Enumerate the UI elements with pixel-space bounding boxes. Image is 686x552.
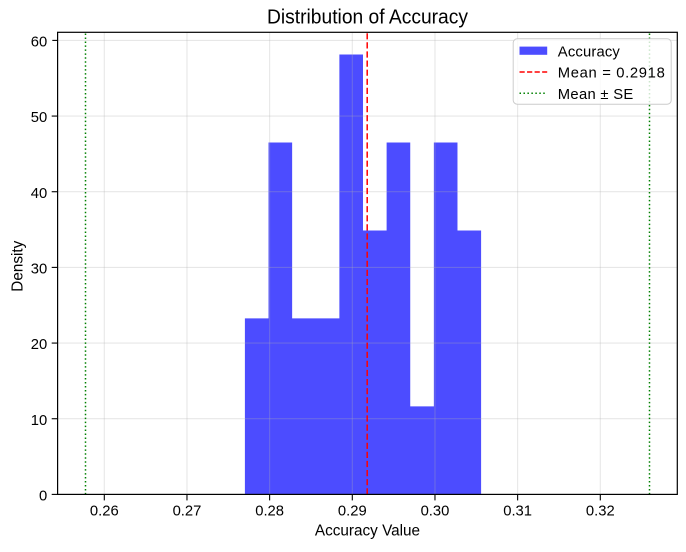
svg-text:0.30: 0.30 [421,503,450,519]
svg-text:0.26: 0.26 [90,503,119,519]
svg-text:60: 60 [31,34,47,50]
svg-text:10: 10 [31,413,47,429]
svg-text:30: 30 [31,262,47,278]
svg-text:Mean ± SE: Mean ± SE [558,87,634,103]
svg-text:40: 40 [31,186,47,202]
svg-text:Density: Density [10,240,27,291]
svg-text:50: 50 [31,110,47,126]
svg-text:0.27: 0.27 [173,503,202,519]
svg-text:0.28: 0.28 [255,503,284,519]
svg-text:Mean = 0.2918: Mean = 0.2918 [558,66,665,82]
svg-text:20: 20 [31,337,47,353]
svg-text:Accuracy: Accuracy [558,44,621,60]
svg-text:0: 0 [39,488,47,504]
svg-text:0.32: 0.32 [586,503,615,519]
svg-text:0.29: 0.29 [338,503,367,519]
svg-text:0.31: 0.31 [503,503,532,519]
svg-text:Accuracy Value: Accuracy Value [315,523,420,540]
svg-text:Distribution of Accuracy: Distribution of Accuracy [267,6,469,29]
